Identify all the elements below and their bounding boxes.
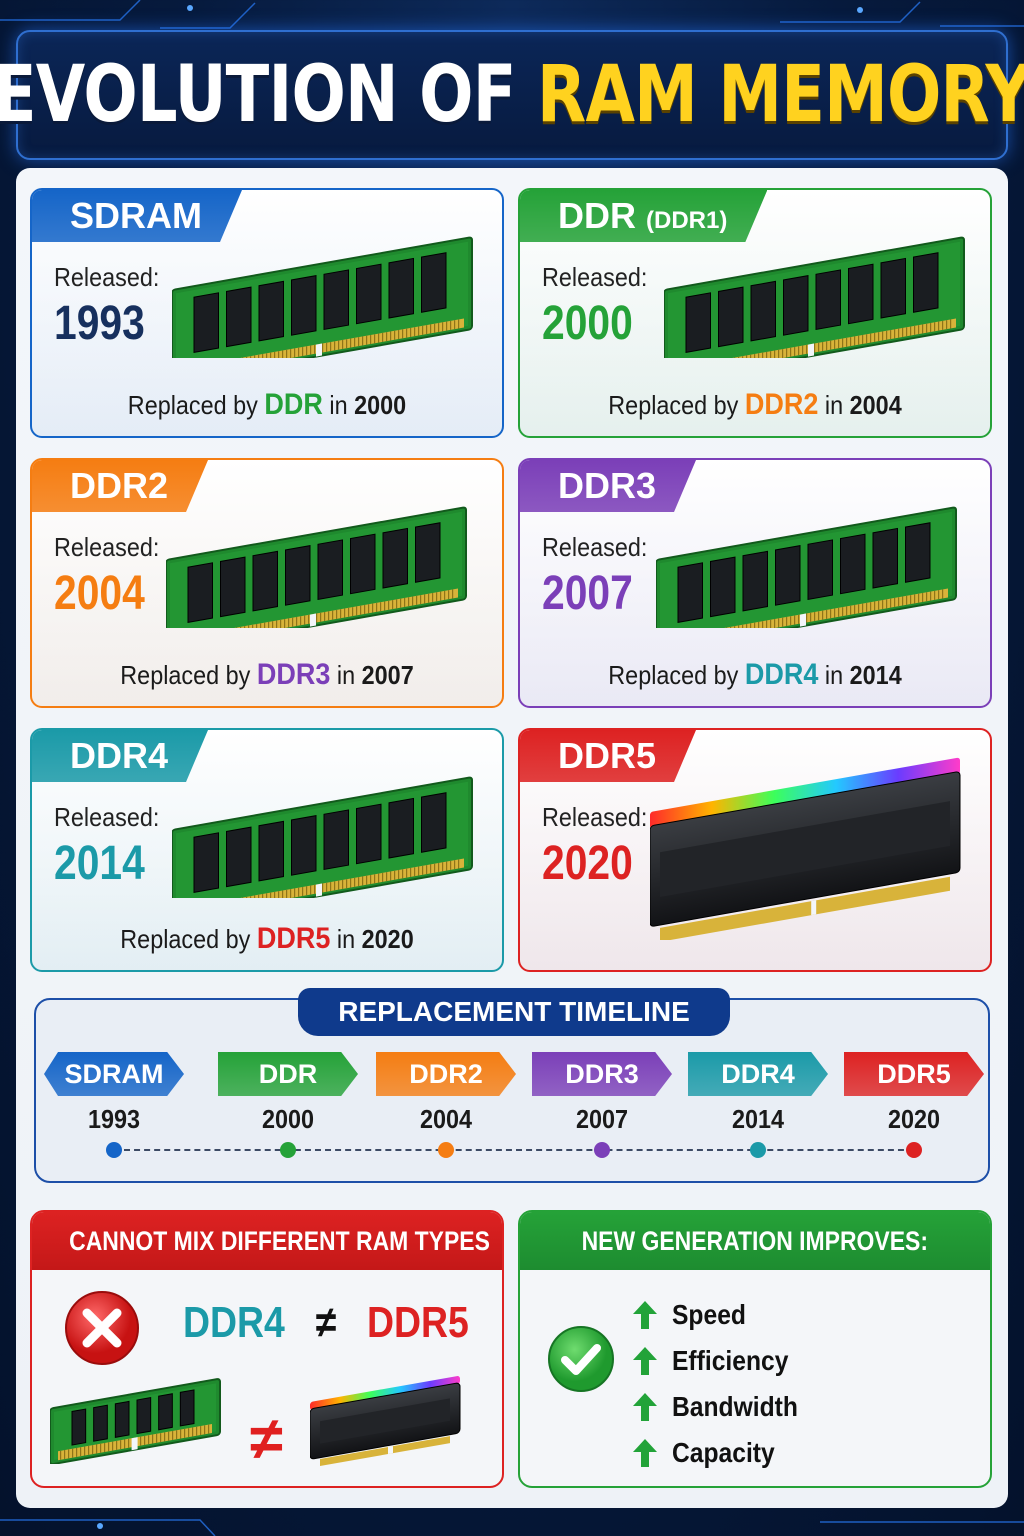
timeline-item-sdram: SDRAM 1993	[44, 1052, 184, 1135]
timeline-year: 2020	[887, 1104, 941, 1134]
green-check-icon	[548, 1326, 614, 1392]
ddr5-small-module-image	[309, 1372, 480, 1486]
page-header: EVOLUTION OF RAM MEMORY	[0, 30, 1024, 160]
card-tag: DDR3	[520, 460, 696, 512]
ddr4-not-equal-ddr5: DDR4 ≠ DDR5	[174, 1298, 478, 1348]
card-ddr1: DDR (DDR1) Released: 2000 Replaced by DD…	[518, 188, 992, 438]
replaced-by-text: Replaced by DDR5 in 2020	[120, 922, 414, 955]
released-label: Released:	[542, 532, 648, 562]
timeline-arrow-label: DDR	[218, 1052, 358, 1096]
replaced-by-name: DDR4	[744, 658, 819, 691]
timeline-item-ddr2: DDR2 2004	[376, 1052, 516, 1135]
improvements-title: NEW GENERATION IMPROVES:	[520, 1212, 990, 1270]
released-label: Released:	[54, 262, 160, 292]
ddr4-module-image	[171, 776, 492, 923]
card-tag: DDR (DDR1)	[520, 190, 767, 242]
improvement-label: Bandwidth	[672, 1391, 798, 1422]
content-panel: SDRAM Released: 1993 Replaced by DDR in …	[16, 168, 1008, 1508]
timeline-dot	[750, 1142, 766, 1158]
replaced-by-name: DDR3	[256, 658, 331, 691]
released-label: Released:	[54, 532, 160, 562]
card-tag: DDR5	[520, 730, 696, 782]
card-ddr5: DDR5 Released: 2020	[518, 728, 992, 972]
improvement-item: Speed	[632, 1292, 815, 1338]
ddr5-module-image	[649, 750, 980, 945]
timeline-year: 2004	[419, 1104, 473, 1134]
card-tag: SDRAM	[32, 190, 242, 242]
page-title: EVOLUTION OF RAM MEMORY	[0, 56, 1024, 134]
timeline-dashed-line	[124, 1149, 914, 1151]
replaced-by-text: Replaced by DDR3 in 2007	[120, 658, 414, 691]
replaced-by-name: DDR5	[256, 922, 331, 955]
replacement-timeline: REPLACEMENT TIMELINE SDRAM 1993 DDR 2000 DDR…	[34, 988, 990, 1183]
timeline-arrow-label: DDR2	[376, 1052, 516, 1096]
ddr2-module-image	[165, 506, 486, 653]
timeline-arrow-label: DDR5	[844, 1052, 984, 1096]
up-arrow-icon	[633, 1347, 657, 1375]
not-equal-sign: ≠	[315, 1298, 337, 1347]
improvement-label: Efficiency	[672, 1345, 789, 1376]
timeline-year: 1993	[87, 1104, 141, 1134]
released-year: 2020	[542, 837, 633, 890]
red-x-icon	[65, 1291, 139, 1365]
up-arrow-icon	[633, 1439, 657, 1467]
timeline-title: REPLACEMENT TIMELINE	[298, 988, 730, 1036]
released-year: 2014	[54, 837, 145, 890]
released-label: Released:	[54, 802, 160, 832]
timeline-dot	[594, 1142, 610, 1158]
replaced-by-name: DDR	[264, 388, 323, 421]
timeline-dot	[106, 1142, 122, 1158]
title-part-yellow: RAM MEMORY	[537, 50, 1024, 140]
timeline-dot	[280, 1142, 296, 1158]
improvement-item: Efficiency	[632, 1338, 815, 1384]
timeline-year: 2000	[261, 1104, 315, 1134]
released-year: 1993	[54, 297, 145, 350]
up-arrow-icon	[633, 1393, 657, 1421]
released-year: 2004	[54, 567, 145, 620]
replaced-by-text: Replaced by DDR4 in 2014	[608, 658, 902, 691]
right-type: DDR5	[366, 1298, 469, 1347]
improvement-label: Speed	[672, 1299, 746, 1330]
timeline-arrow-label: DDR3	[532, 1052, 672, 1096]
improvements-box: NEW GENERATION IMPROVES: Speed Efficiency…	[518, 1210, 992, 1488]
released-year: 2000	[542, 297, 633, 350]
released-year: 2007	[542, 567, 633, 620]
timeline-arrow-label: SDRAM	[44, 1052, 184, 1096]
card-ddr4: DDR4 Released: 2014 Replaced by DDR5 in …	[30, 728, 504, 972]
improvement-item: Bandwidth	[632, 1384, 815, 1430]
replaced-by-text: Replaced by DDR in 2000	[127, 388, 407, 421]
title-part-white: EVOLUTION OF	[0, 50, 516, 140]
card-tag: DDR2	[32, 460, 208, 512]
improvement-item: Capacity	[632, 1430, 815, 1476]
timeline-arrow-label: DDR4	[688, 1052, 828, 1096]
released-label: Released:	[542, 802, 648, 832]
timeline-dot	[906, 1142, 922, 1158]
card-ddr3: DDR3 Released: 2007 Replaced by DDR4 in …	[518, 458, 992, 708]
sdram-module-image	[171, 236, 492, 383]
improvements-list: Speed Efficiency Bandwidth Capacity	[632, 1292, 815, 1476]
card-sdram: SDRAM Released: 1993 Replaced by DDR in …	[30, 188, 504, 438]
ddr1-module-image	[663, 236, 984, 383]
timeline-item-ddr: DDR 2000	[218, 1052, 358, 1135]
timeline-item-ddr3: DDR3 2007	[532, 1052, 672, 1135]
timeline-year: 2007	[575, 1104, 629, 1134]
ddr4-small-module-image	[49, 1378, 240, 1469]
replaced-by-name: DDR2	[744, 388, 819, 421]
timeline-dot	[438, 1142, 454, 1158]
left-type: DDR4	[182, 1298, 285, 1347]
released-label: Released:	[542, 262, 648, 292]
replaced-by-text: Replaced by DDR2 in 2004	[608, 388, 902, 421]
improvement-label: Capacity	[672, 1437, 775, 1468]
cannot-mix-title: CANNOT MIX DIFFERENT RAM TYPES	[32, 1212, 502, 1270]
timeline-item-ddr5: DDR5 2020	[844, 1052, 984, 1135]
cannot-mix-box: CANNOT MIX DIFFERENT RAM TYPES DDR4 ≠ DD…	[30, 1210, 504, 1488]
timeline-item-ddr4: DDR4 2014	[688, 1052, 828, 1135]
card-ddr2: DDR2 Released: 2004 Replaced by DDR3 in …	[30, 458, 504, 708]
timeline-year: 2014	[731, 1104, 785, 1134]
ddr3-module-image	[655, 506, 976, 653]
up-arrow-icon	[633, 1301, 657, 1329]
card-tag: DDR4	[32, 730, 208, 782]
big-not-equal-sign: ≠	[250, 1405, 283, 1472]
